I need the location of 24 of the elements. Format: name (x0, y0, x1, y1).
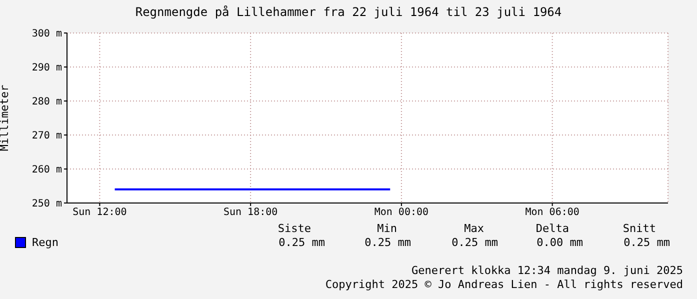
y-tick-label: 280 m (32, 96, 62, 108)
text: Generert klokka 12:34 mandag 9. juni 2025 (411, 264, 683, 277)
x-tick-label: Sun 18:00 (223, 207, 278, 218)
text: 0.00 mm (536, 236, 583, 249)
y-tick-label: 270 m (32, 130, 62, 142)
text: Max (464, 222, 484, 235)
x-tick-label: Mon 00:00 (374, 207, 429, 218)
text: Min (377, 222, 397, 235)
y-tick-label: 300 m (32, 28, 62, 40)
text: Snitt (622, 222, 656, 235)
text: Siste (278, 222, 311, 235)
text: 0.25 mm (452, 236, 498, 249)
x-tick-label: Mon 06:00 (525, 207, 580, 218)
y-tick-label: 260 m (32, 164, 62, 176)
text: Copyright 2025 © Jo Andreas Lien - All rights reserved (325, 278, 683, 291)
y-tick-label: 250 m (32, 198, 62, 210)
text: Delta (536, 222, 569, 235)
text: 0.25 mm (364, 236, 411, 249)
legend-label: Regn (32, 236, 58, 249)
chart-title: Regnmengde på Lillehammer fra 22 juli 1964 til 23 juli 1964 (134, 5, 563, 19)
text: 0.25 mm (624, 236, 670, 249)
text: 0.25 mm (278, 236, 325, 249)
x-tick-label: Sun 12:00 (72, 207, 127, 218)
y-tick-label: 290 m (32, 62, 62, 74)
